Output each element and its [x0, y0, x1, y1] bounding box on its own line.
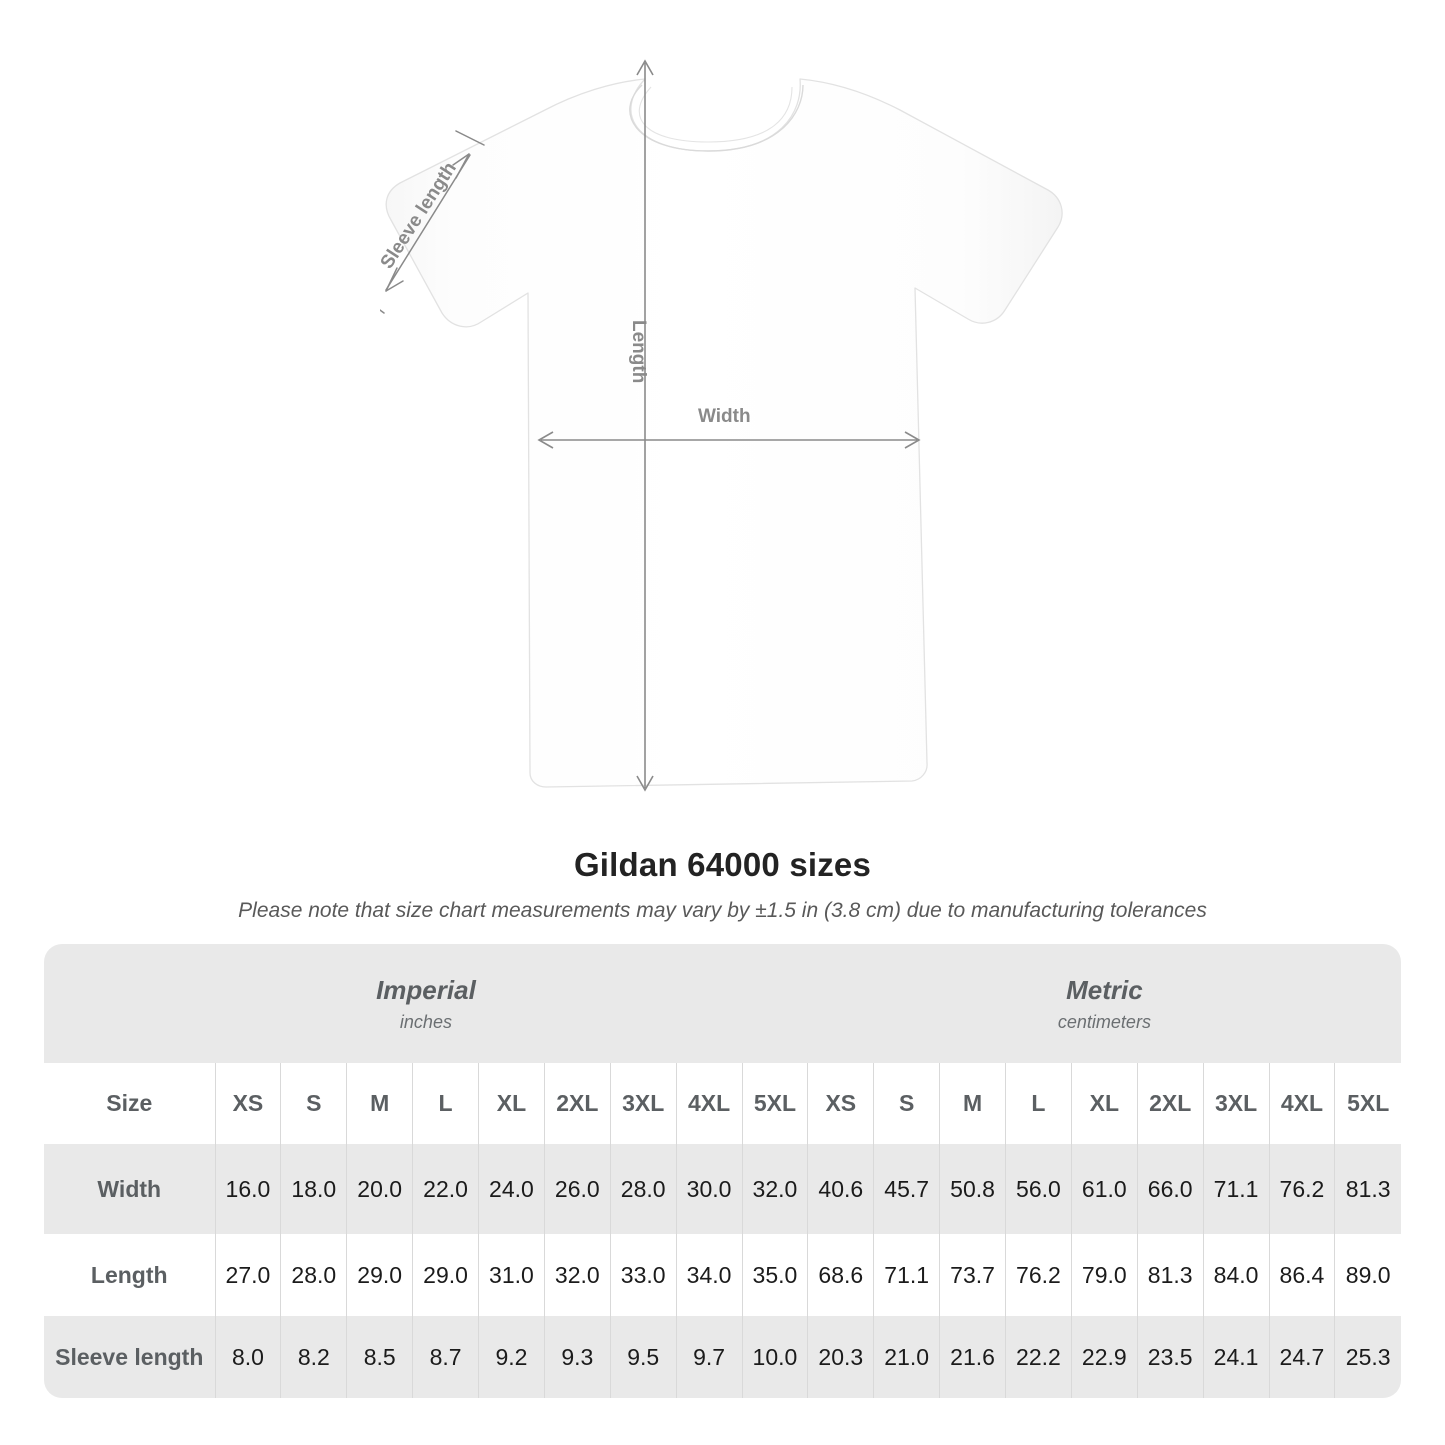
- svg-text:Length: Length: [628, 320, 649, 383]
- svg-text:Width: Width: [698, 406, 751, 427]
